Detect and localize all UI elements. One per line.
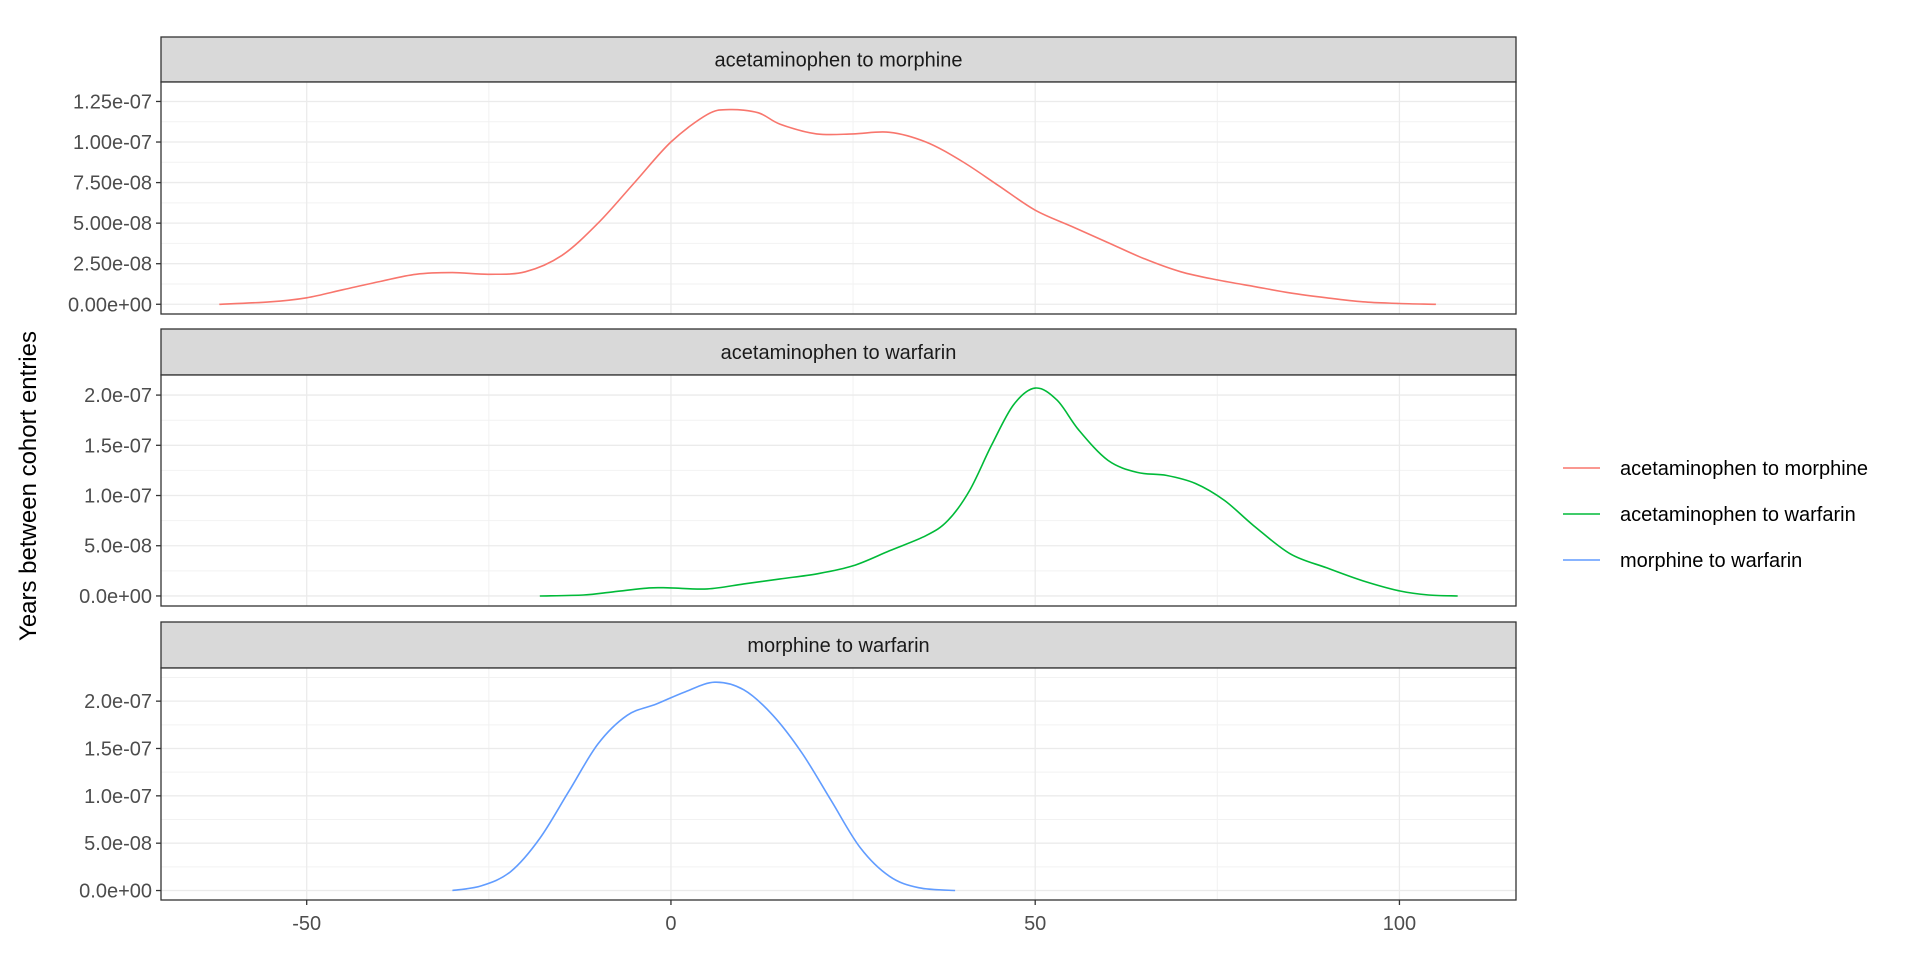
facet-strip bbox=[160, 621, 1517, 669]
y-tick-label: 2.0e-07 bbox=[84, 691, 152, 713]
y-tick-label: 5.0e-08 bbox=[84, 536, 152, 558]
panel-border bbox=[160, 81, 1517, 315]
legend-label: acetaminophen to warfarin bbox=[1620, 504, 1856, 526]
facet-strip bbox=[160, 36, 1517, 83]
y-tick-label: 2.0e-07 bbox=[84, 385, 152, 407]
facet-strip bbox=[160, 328, 1517, 376]
y-tick-label: 5.0e-08 bbox=[84, 833, 152, 855]
y-tick-label: 0.00e+00 bbox=[68, 294, 152, 316]
panel-border bbox=[160, 667, 1517, 901]
panel-border bbox=[160, 374, 1517, 607]
facet-strip-label: acetaminophen to warfarin bbox=[721, 342, 957, 364]
y-tick-label: 1.0e-07 bbox=[84, 786, 152, 808]
y-tick-label: 1.5e-07 bbox=[84, 435, 152, 457]
legend-label: morphine to warfarin bbox=[1620, 550, 1802, 572]
x-tick-label: 50 bbox=[1024, 913, 1046, 935]
x-tick-label: 0 bbox=[665, 913, 676, 935]
y-axis-title: Years between cohort entries bbox=[15, 331, 42, 641]
y-tick-label: 0.0e+00 bbox=[79, 586, 152, 608]
facet-strip-label: acetaminophen to morphine bbox=[715, 50, 963, 72]
density-line-morphine-to-warfarin bbox=[452, 681, 956, 892]
density-line-acetaminophen-to-morphine bbox=[219, 108, 1436, 306]
y-tick-label: 1.5e-07 bbox=[84, 738, 152, 760]
legend-label: acetaminophen to morphine bbox=[1620, 458, 1868, 480]
y-tick-label: 0.0e+00 bbox=[79, 881, 152, 903]
panel-background bbox=[161, 375, 1516, 606]
y-tick-label: 5.00e-08 bbox=[73, 213, 152, 235]
y-tick-label: 7.50e-08 bbox=[73, 173, 152, 195]
x-tick-label: 100 bbox=[1383, 913, 1416, 935]
density-line-acetaminophen-to-warfarin bbox=[539, 387, 1458, 597]
y-tick-label: 1.00e-07 bbox=[73, 132, 152, 154]
x-tick-label: -50 bbox=[292, 913, 321, 935]
y-tick-label: 1.25e-07 bbox=[73, 91, 152, 113]
y-tick-label: 1.0e-07 bbox=[84, 486, 152, 508]
facet-strip-label: morphine to warfarin bbox=[747, 635, 929, 657]
y-tick-label: 2.50e-08 bbox=[73, 254, 152, 276]
panel-background bbox=[161, 82, 1516, 314]
panel-background bbox=[161, 668, 1516, 900]
